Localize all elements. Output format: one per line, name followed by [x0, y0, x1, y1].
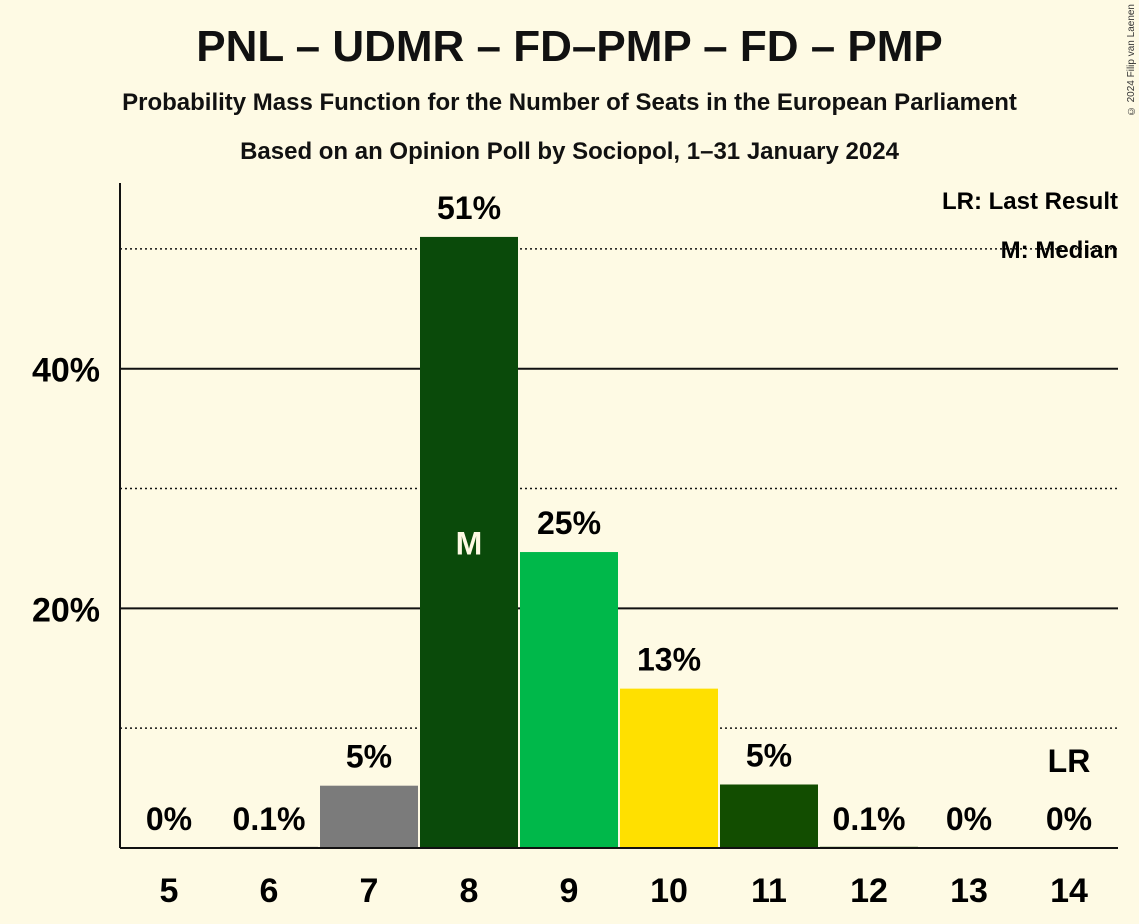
x-tick-label-6: 6	[260, 872, 279, 910]
chart-title: PNL – UDMR – FD–PMP – FD – PMP	[196, 22, 943, 71]
x-tick-label-7: 7	[360, 872, 379, 910]
legend-median: M: Median	[1001, 237, 1118, 264]
value-label-12: 0.1%	[833, 801, 906, 837]
labels: 20% 40% 0% 5 0.1% 6 5% 7 51% 8 25% 9 13% 10 5% 11 0.1% 12…	[32, 190, 1092, 910]
value-label-5: 0%	[146, 801, 192, 837]
value-label-11: 5%	[746, 737, 792, 773]
bar-8	[420, 236, 518, 848]
last-result-marker: LR	[1048, 743, 1091, 779]
bar-7	[320, 785, 418, 848]
x-tick-label-12: 12	[850, 872, 888, 910]
axes	[119, 183, 1118, 849]
value-label-10: 13%	[637, 642, 701, 678]
value-label-14: 0%	[1046, 801, 1092, 837]
chart-source-subtitle: Based on an Opinion Poll by Sociopol, 1–…	[240, 138, 899, 165]
value-label-8: 51%	[437, 190, 501, 226]
x-tick-label-14: 14	[1050, 872, 1088, 910]
gridlines	[120, 248, 1118, 729]
value-label-9: 25%	[537, 505, 601, 541]
x-tick-label-8: 8	[460, 872, 479, 910]
median-marker: M	[456, 525, 483, 561]
value-label-7: 5%	[346, 739, 392, 775]
x-tick-label-10: 10	[650, 872, 688, 910]
bar-9	[520, 552, 618, 848]
bar-11	[720, 784, 818, 848]
y-tick-label: 20%	[32, 591, 100, 629]
chart-subtitle: Probability Mass Function for the Number…	[122, 89, 1017, 116]
x-tick-label-11: 11	[751, 872, 787, 910]
value-label-13: 0%	[946, 801, 992, 837]
x-tick-label-5: 5	[160, 872, 179, 910]
bars	[220, 236, 918, 848]
bar-10	[620, 688, 718, 848]
x-tick-label-13: 13	[950, 872, 988, 910]
x-tick-label-9: 9	[560, 872, 579, 910]
legend-last-result: LR: Last Result	[942, 188, 1118, 215]
value-label-6: 0.1%	[233, 801, 306, 837]
y-tick-label: 40%	[32, 352, 100, 390]
